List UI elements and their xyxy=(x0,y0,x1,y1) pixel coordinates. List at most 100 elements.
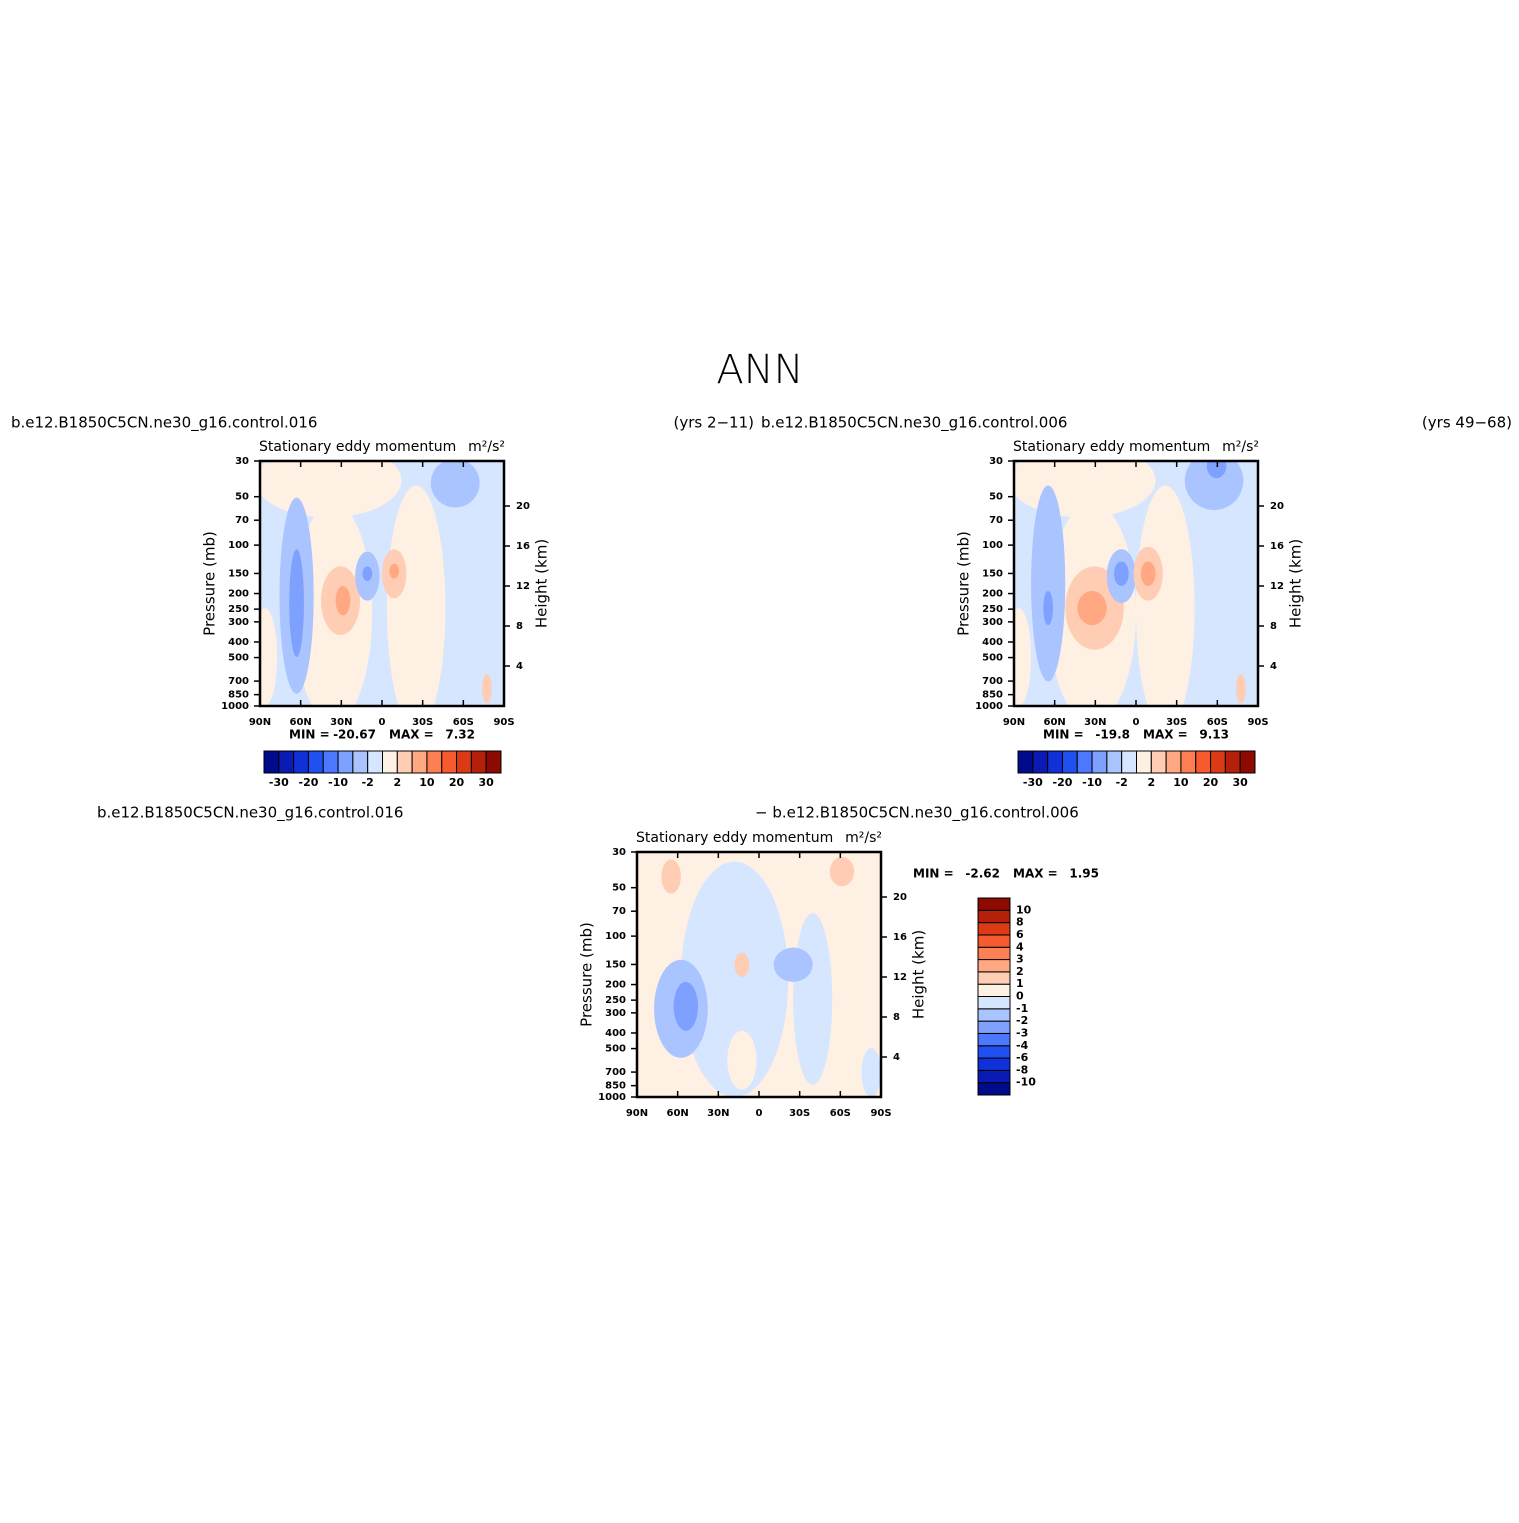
y-tick-label: 850 xyxy=(605,1081,626,1092)
y2-tick-label: 20 xyxy=(1270,501,1284,512)
colorbar-label: 10 xyxy=(1016,903,1032,916)
contour-region xyxy=(673,981,698,1031)
x-tick-label: 0 xyxy=(756,1108,763,1119)
y2-axis-title: Height (km) xyxy=(910,930,928,1019)
colorbar-label: -4 xyxy=(1016,1039,1029,1052)
contour-region xyxy=(1014,608,1032,706)
colorbar-box xyxy=(977,934,1011,948)
y-tick-label: 850 xyxy=(982,690,1003,701)
colorbar-label: 3 xyxy=(1016,953,1024,966)
y-tick-label: 850 xyxy=(228,690,249,701)
colorbar-box xyxy=(977,1057,1011,1071)
y2-tick-label: 12 xyxy=(1270,581,1284,592)
colorbar-box xyxy=(977,897,1011,911)
y-tick-label: 300 xyxy=(605,1008,626,1019)
contour-region xyxy=(773,947,813,982)
x-tick-label: 90N xyxy=(1003,717,1025,728)
colorbar-box xyxy=(1165,750,1182,774)
x-tick-label: 0 xyxy=(1133,717,1140,728)
y2-tick-label: 4 xyxy=(1270,661,1277,672)
y2-tick-label: 4 xyxy=(516,661,523,672)
colorbar-box xyxy=(426,750,443,774)
colorbar-box xyxy=(322,750,339,774)
y-tick-label: 250 xyxy=(982,604,1003,615)
y2-tick-label: 16 xyxy=(516,541,530,552)
contour-region xyxy=(861,1048,881,1097)
colorbar-label: 6 xyxy=(1016,928,1024,941)
max-value: 1.95 xyxy=(1069,867,1099,881)
colorbar-box xyxy=(1224,750,1241,774)
colorbar-label: -2 xyxy=(1016,1014,1028,1027)
y-tick-label: 100 xyxy=(228,540,249,551)
contour-region xyxy=(734,952,750,977)
colorbar-label: 0 xyxy=(1016,990,1024,1003)
max-label: MAX = xyxy=(1143,728,1188,742)
y-tick-label: 250 xyxy=(228,604,249,615)
y2-tick-label: 12 xyxy=(893,972,907,983)
y2-tick-label: 20 xyxy=(516,501,530,512)
colorbar-label: 30 xyxy=(479,776,495,789)
plot-title: Stationary eddy momentum xyxy=(259,439,456,455)
colorbar-box xyxy=(1061,750,1078,774)
y-tick-label: 500 xyxy=(228,653,249,664)
y-tick-label: 30 xyxy=(235,456,249,467)
contour-region xyxy=(1114,561,1129,586)
contour-region xyxy=(1184,461,1244,510)
colorbar-box xyxy=(456,750,472,774)
colorbar-box xyxy=(977,996,1011,1010)
max-value: 7.32 xyxy=(445,728,475,742)
y-axis-title: Pressure (mb) xyxy=(578,922,596,1027)
y-tick-label: 150 xyxy=(605,959,626,970)
x-tick-label: 30S xyxy=(789,1108,810,1119)
units: m²/s² xyxy=(845,830,882,846)
y-tick-label: 100 xyxy=(982,540,1003,551)
y-tick-label: 70 xyxy=(989,515,1003,526)
y-tick-label: 300 xyxy=(982,617,1003,628)
colorbar-box xyxy=(278,750,295,774)
x-tick-label: 30N xyxy=(1084,717,1106,728)
y-tick-label: 50 xyxy=(235,492,249,503)
contour-region xyxy=(680,861,789,1097)
x-tick-label: 60S xyxy=(830,1108,851,1119)
contour-region xyxy=(389,563,400,579)
y-tick-label: 400 xyxy=(228,637,249,648)
left-string: b.e12.B1850C5CN.ne30_g16.control.016 xyxy=(97,804,403,823)
colorbar-label: -8 xyxy=(1016,1063,1028,1076)
y-tick-label: 300 xyxy=(228,617,249,628)
min-value: -19.8 xyxy=(1095,728,1130,742)
colorbar-box xyxy=(485,750,502,774)
y2-tick-label: 4 xyxy=(893,1052,900,1063)
colorbar-label: 4 xyxy=(1016,940,1024,953)
contour-region xyxy=(661,859,681,894)
colorbar-box xyxy=(1121,750,1137,774)
colorbar-label: 20 xyxy=(1203,776,1219,789)
y2-tick-label: 16 xyxy=(893,932,907,943)
y2-tick-label: 20 xyxy=(893,892,907,903)
colorbar-label: -10 xyxy=(1082,776,1102,789)
y-tick-label: 1000 xyxy=(975,701,1003,712)
contour-region xyxy=(430,461,480,508)
y-tick-label: 400 xyxy=(982,637,1003,648)
colorbar-box xyxy=(337,750,354,774)
y-tick-label: 30 xyxy=(612,847,626,858)
x-tick-label: 90S xyxy=(493,717,514,728)
y-axis-title: Pressure (mb) xyxy=(201,531,219,636)
y-tick-label: 1000 xyxy=(598,1092,626,1103)
y2-tick-label: 8 xyxy=(1270,621,1277,632)
colorbar-box xyxy=(977,909,1011,924)
colorbar-label: 8 xyxy=(1016,916,1024,929)
y-tick-label: 150 xyxy=(228,568,249,579)
colorbar-label: -3 xyxy=(1016,1026,1028,1039)
plot-title: Stationary eddy momentum xyxy=(636,830,833,846)
colorbar-box xyxy=(307,750,324,774)
y-tick-label: 250 xyxy=(605,995,626,1006)
colorbar-box xyxy=(977,983,1011,997)
colorbar-box xyxy=(1076,750,1093,774)
colorbar-box xyxy=(1136,750,1152,774)
colorbar-box xyxy=(1239,750,1256,774)
contour-region xyxy=(362,566,373,582)
min-label: MIN = xyxy=(913,867,954,881)
y-tick-label: 70 xyxy=(612,906,626,917)
colorbar-box xyxy=(382,750,398,774)
contour-region xyxy=(335,585,351,616)
